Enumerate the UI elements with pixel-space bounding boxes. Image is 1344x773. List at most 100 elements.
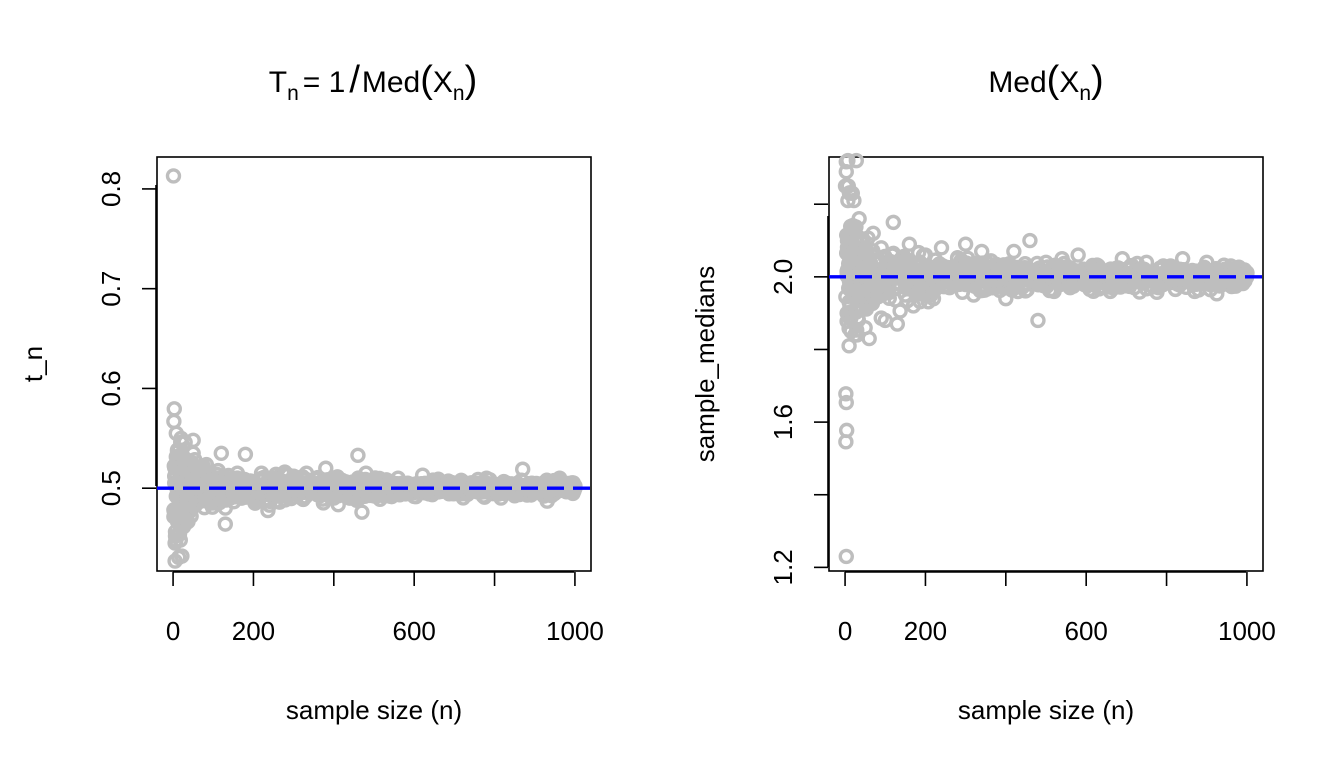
- data-point: [1209, 286, 1225, 302]
- data-point: [998, 290, 1014, 307]
- data-point: [933, 240, 950, 256]
- y-tick-label: 0.5: [96, 470, 126, 506]
- chart-left-y-axis: 0.5 0.6 0.7 0.8: [96, 171, 157, 506]
- y-tick-label: 0.6: [96, 370, 126, 406]
- data-point: [185, 432, 201, 449]
- data-point: [838, 548, 854, 565]
- data-point: [1046, 283, 1062, 300]
- data-point: [846, 192, 862, 209]
- data-point: [166, 401, 182, 417]
- chart-left-title: Tn = 1/Med(Xn): [269, 59, 478, 105]
- data-point: [1211, 276, 1227, 292]
- data-point: [990, 258, 1006, 274]
- chart-right-points: [837, 152, 1255, 565]
- chart-right-x-axis-title: sample size (n): [958, 695, 1134, 725]
- x-tick-label: 600: [1064, 616, 1107, 646]
- chart-right-y-axis-title: sample_medians: [690, 266, 720, 463]
- data-point: [893, 250, 910, 267]
- data-point: [1070, 247, 1086, 263]
- data-point: [1090, 258, 1106, 274]
- data-point: [175, 468, 191, 484]
- data-point: [382, 488, 398, 504]
- data-point: [1239, 265, 1255, 281]
- data-point: [957, 236, 974, 252]
- data-point: [466, 482, 483, 498]
- data-point: [245, 483, 262, 499]
- data-point: [869, 280, 885, 296]
- data-point: [334, 472, 350, 488]
- data-point: [1062, 280, 1078, 296]
- chart-left-points: [165, 168, 583, 569]
- data-point: [350, 447, 366, 463]
- data-point: [1126, 280, 1143, 296]
- data-point: [845, 287, 861, 303]
- data-point: [853, 298, 869, 314]
- data-point: [366, 483, 382, 499]
- data-point: [842, 225, 858, 241]
- data-point: [326, 486, 342, 502]
- data-point: [502, 476, 519, 492]
- data-point: [527, 483, 543, 499]
- data-point: [183, 508, 199, 524]
- data-point: [917, 247, 934, 263]
- x-tick-label: 200: [232, 616, 275, 646]
- data-point: [1030, 312, 1046, 329]
- data-point: [514, 461, 531, 477]
- data-point: [1223, 258, 1239, 274]
- data-point: [310, 482, 326, 498]
- data-point: [974, 243, 990, 260]
- data-point: [454, 475, 471, 491]
- x-tick-label: 1000: [1218, 616, 1276, 646]
- y-tick-label: 2.0: [768, 259, 798, 295]
- data-point: [851, 211, 867, 227]
- y-tick-label: 1.6: [768, 404, 798, 440]
- data-point: [390, 470, 406, 486]
- data-point: [838, 422, 855, 439]
- data-point: [406, 477, 422, 493]
- data-point: [177, 434, 193, 451]
- data-point: [840, 152, 856, 169]
- data-point: [1078, 276, 1094, 292]
- chart-left-y-ticks: 0.5 0.6 0.7 0.8: [96, 171, 156, 506]
- chart-right-x-ticks: 0 200 600 1000: [838, 572, 1276, 646]
- data-point: [881, 258, 897, 274]
- x-tick-label: 1000: [546, 616, 604, 646]
- chart-left-x-axis-title: sample size (n): [286, 695, 462, 725]
- chart-right: Med(Xn) 0 200 600 1000 1.2 1.6 2.0 sample siz…: [690, 59, 1276, 725]
- data-point: [478, 470, 495, 486]
- data-point: [1162, 258, 1179, 274]
- chart-right-title: Med(Xn): [988, 59, 1103, 105]
- data-point: [237, 446, 254, 462]
- data-point: [490, 484, 507, 500]
- chart-right-x-axis: 0 200 600 1000: [838, 571, 1276, 646]
- data-point: [861, 330, 877, 347]
- y-tick-label: 0.7: [96, 271, 126, 307]
- data-point: [205, 492, 221, 508]
- data-point: [873, 240, 889, 256]
- data-point: [925, 290, 942, 307]
- data-point: [865, 225, 881, 241]
- data-point: [233, 490, 250, 506]
- data-point: [174, 548, 190, 564]
- data-point: [229, 465, 246, 481]
- data-point: [848, 152, 865, 169]
- data-point: [165, 168, 182, 184]
- chart-right-y-axis: 1.2 1.6 2.0: [768, 203, 829, 585]
- data-point: [166, 413, 182, 430]
- data-point: [261, 497, 278, 513]
- data-point: [839, 305, 855, 321]
- data-point: [1186, 283, 1203, 300]
- data-point: [847, 250, 863, 267]
- data-point: [342, 490, 358, 506]
- x-tick-label: 600: [392, 616, 435, 646]
- data-point: [901, 236, 918, 252]
- data-point: [217, 516, 234, 532]
- data-point: [838, 394, 854, 411]
- data-point: [170, 502, 186, 518]
- data-point: [1138, 254, 1155, 271]
- data-point: [539, 472, 555, 488]
- data-point: [277, 484, 294, 500]
- data-point: [1102, 283, 1118, 300]
- data-point: [285, 468, 302, 484]
- data-point: [269, 471, 286, 487]
